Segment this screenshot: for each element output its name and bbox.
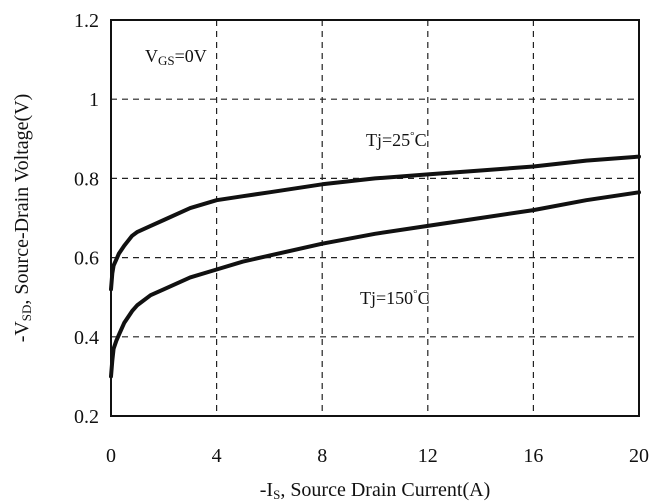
x-tick-label: 20 — [629, 445, 649, 467]
x-tick-label: 8 — [317, 445, 327, 467]
y-axis-title: -VSD, Source-Drain Voltage(V) — [11, 94, 34, 343]
condition-label: VGS=0V — [145, 46, 207, 68]
y-tick-label: 0.8 — [74, 168, 99, 190]
series-line-tj25 — [109, 154, 641, 292]
plot-frame — [110, 19, 640, 417]
series-label-tj150: Tj=150°C — [360, 288, 430, 308]
y-tick-labels: 0.2 0.4 0.6 0.8 1 1.2 — [74, 10, 99, 428]
series-line-tj150 — [109, 190, 641, 379]
x-tick-labels: 0 4 8 12 16 20 — [106, 445, 649, 467]
gridlines — [111, 20, 639, 416]
y-tick-label: 1.2 — [74, 10, 99, 32]
x-tick-label: 12 — [418, 445, 438, 467]
x-tick-label: 16 — [523, 445, 543, 467]
curves — [109, 154, 641, 379]
x-tick-label: 0 — [106, 445, 116, 467]
x-tick-label: 4 — [212, 445, 222, 467]
series-label-tj25: Tj=25°C — [366, 130, 427, 150]
y-tick-label: 0.4 — [74, 327, 99, 349]
y-tick-label: 0.2 — [74, 406, 99, 428]
y-tick-label: 1 — [89, 89, 99, 111]
y-tick-label: 0.6 — [74, 248, 99, 270]
x-axis-title: -IS, Source Drain Current(A) — [260, 479, 491, 502]
